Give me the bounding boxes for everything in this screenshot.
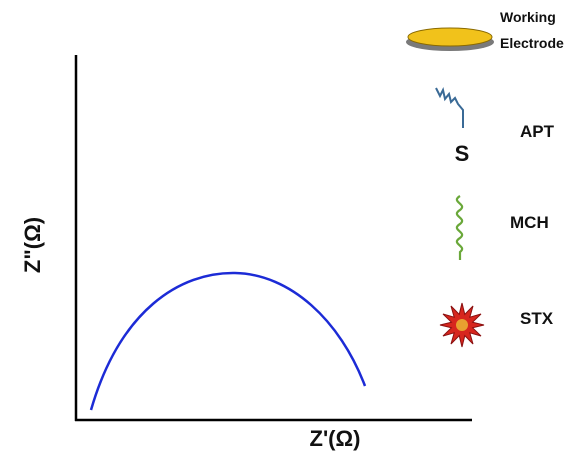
mch-icon bbox=[455, 195, 464, 260]
legend-label: APT bbox=[520, 122, 555, 141]
legend-label: STX bbox=[520, 309, 554, 328]
aptamer-icon bbox=[435, 87, 464, 128]
atom-label: S bbox=[455, 141, 470, 166]
electrode-label: Working bbox=[500, 9, 556, 25]
y-axis-label: Z"(Ω) bbox=[20, 217, 45, 273]
electrode bbox=[407, 27, 493, 47]
legend-label: MCH bbox=[510, 213, 549, 232]
nyquist-curve bbox=[89, 271, 367, 411]
x-axis-label: Z'(Ω) bbox=[310, 426, 361, 451]
electrode-label: Electrode bbox=[500, 35, 564, 51]
stx-core bbox=[456, 319, 468, 331]
